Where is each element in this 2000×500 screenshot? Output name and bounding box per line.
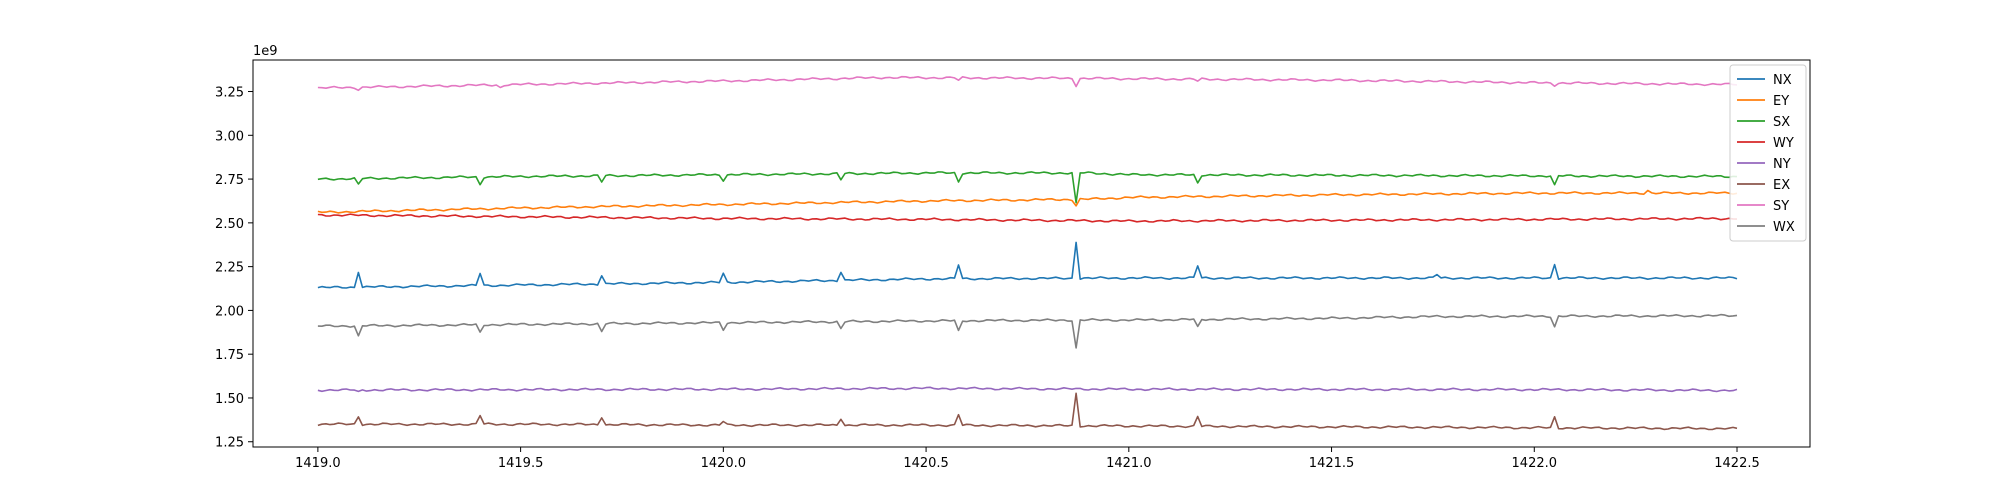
legend-label: WY [1773,136,1794,151]
series-line-nx [317,241,1738,289]
y-tick-label: 2.75 [215,173,244,188]
y-tick-label: 2.00 [215,304,244,319]
x-tick-label: 1420.5 [903,456,949,471]
y-tick-label: 3.25 [215,86,244,101]
y-tick-label: 2.50 [215,217,244,232]
legend-label: SY [1773,199,1789,214]
legend-label: NY [1773,157,1791,172]
x-tick-label: 1419.5 [498,456,544,471]
y-axis-offset-text: 1e9 [253,44,278,59]
series-line-wx [317,313,1738,349]
series-line-ny [317,386,1738,393]
series-layer [317,75,1738,431]
series-line-sy [317,75,1738,92]
axes-frame [252,59,1811,448]
series-line-ey [317,189,1738,214]
y-axis: 1.25 1.50 1.75 2.00 2.25 2.50 2.75 3.00 3.25 [215,86,253,451]
x-tick-label: 1421.5 [1309,456,1355,471]
x-tick-label: 1419.0 [295,456,341,471]
x-tick-label: 1422.5 [1714,456,1760,471]
legend-label: EX [1773,178,1790,193]
x-tick-label: 1420.0 [701,456,747,471]
series-line-ex [317,392,1738,431]
y-tick-label: 2.25 [215,261,244,276]
series-line-wy [317,213,1738,223]
x-tick-label: 1422.0 [1512,456,1558,471]
y-tick-label: 1.75 [215,348,244,363]
legend-label: EY [1773,94,1789,109]
y-tick-label: 1.25 [215,436,244,451]
legend-box [1729,64,1807,242]
series-line-sx [317,171,1738,204]
legend: NX EY SX WY NY EX SY WX [1729,64,1807,242]
legend-label: NX [1773,73,1792,88]
y-tick-label: 3.00 [215,129,244,144]
y-tick-label: 1.50 [215,392,244,407]
x-axis: 1419.0 1419.5 1420.0 1420.5 1421.0 1421.5 1422… [295,447,1760,471]
legend-label: WX [1773,220,1795,235]
legend-label: SX [1773,115,1790,130]
x-tick-label: 1421.0 [1106,456,1152,471]
